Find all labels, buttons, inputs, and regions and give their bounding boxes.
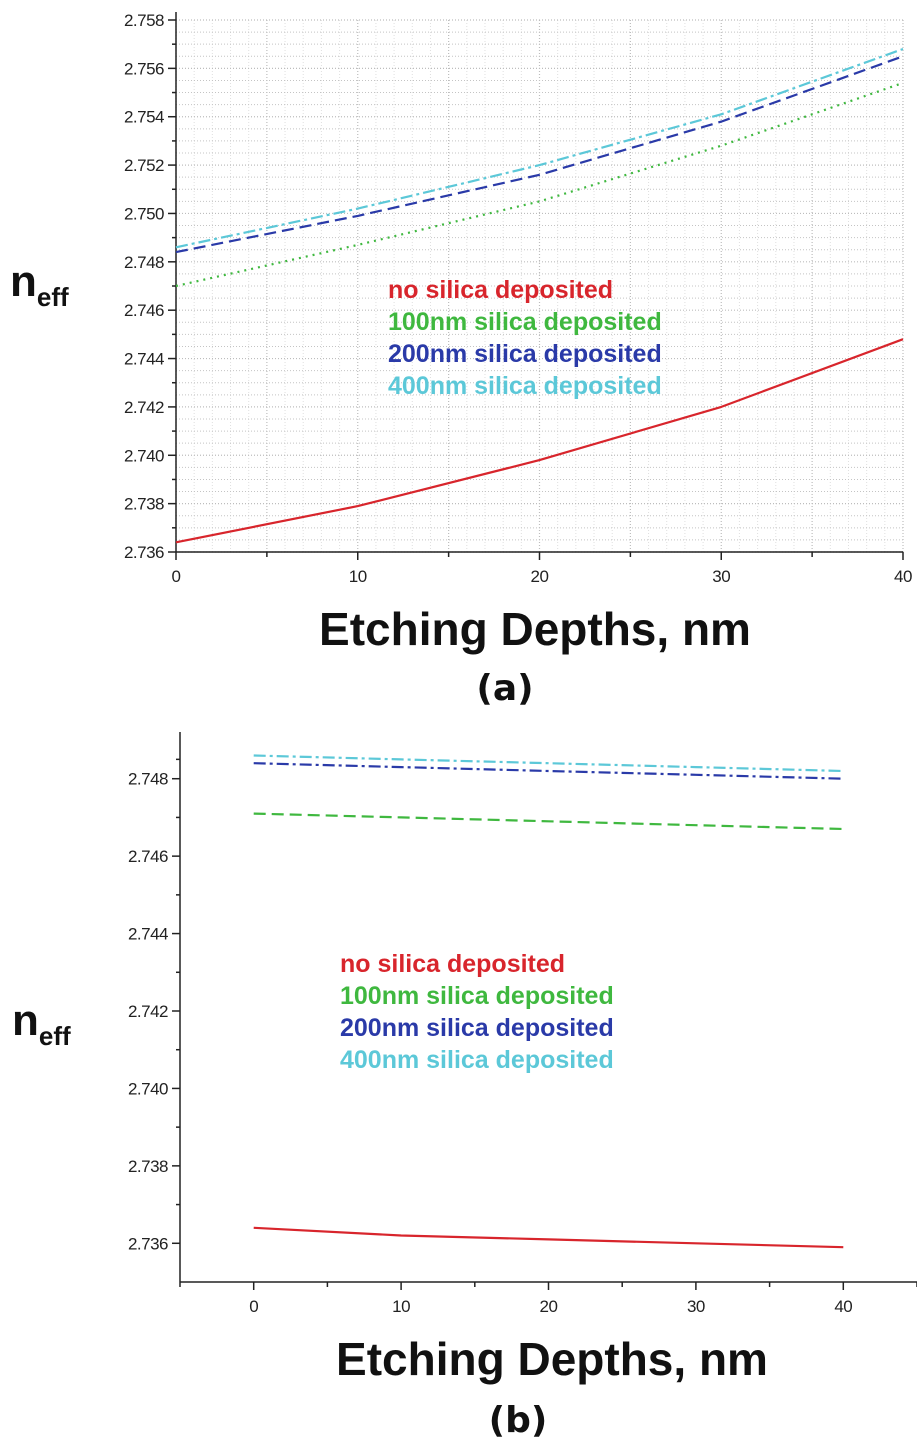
series-line-no-silica-deposited bbox=[253, 1226, 844, 1249]
x-tick-label: 30 bbox=[687, 1297, 705, 1316]
x-tick-label: 40 bbox=[894, 567, 912, 586]
x-axis-title: Etching Depths, nm bbox=[319, 603, 751, 655]
y-tick-label: 2.744 bbox=[128, 925, 168, 944]
legend-entry: 400nm silica deposited bbox=[388, 372, 662, 400]
y-tick-label: 2.748 bbox=[124, 253, 164, 272]
x-tick-label: 0 bbox=[172, 567, 181, 586]
x-tick-label: 10 bbox=[392, 1297, 410, 1316]
series-line-200nm-silica-deposited bbox=[253, 762, 844, 780]
y-tick-label: 2.742 bbox=[128, 1002, 168, 1021]
series-line-400nm-silica-deposited bbox=[253, 754, 844, 773]
y-tick-label: 2.740 bbox=[124, 446, 164, 465]
y-tick-label: 2.752 bbox=[124, 156, 164, 175]
legend-entry: 100nm silica deposited bbox=[340, 982, 614, 1010]
x-tick-label: 10 bbox=[349, 567, 367, 586]
legend-entry: 100nm silica deposited bbox=[388, 308, 662, 336]
x-tick-label: 20 bbox=[531, 567, 549, 586]
y-tick-label: 2.748 bbox=[128, 770, 168, 789]
y-axis-label: neff bbox=[10, 257, 69, 312]
y-axis-label: neff bbox=[12, 996, 71, 1051]
y-tick-label: 2.738 bbox=[128, 1157, 168, 1176]
legend: no silica deposited 100nm silica deposite… bbox=[388, 276, 662, 400]
legend-entry: no silica deposited bbox=[340, 950, 565, 978]
y-tick-label: 2.750 bbox=[124, 204, 164, 223]
x-tick-label: 30 bbox=[712, 567, 730, 586]
panel-label: (b) bbox=[489, 1400, 548, 1441]
x-tick-label: 20 bbox=[540, 1297, 558, 1316]
x-tick-label: 40 bbox=[834, 1297, 852, 1316]
series-line-400nm-silica-deposited bbox=[175, 47, 904, 249]
legend-entry: 400nm silica deposited bbox=[340, 1046, 614, 1074]
series-line-100nm-silica-deposited bbox=[253, 812, 844, 831]
legend-entry: 200nm silica deposited bbox=[340, 1014, 614, 1042]
y-tick-label: 2.754 bbox=[124, 108, 164, 127]
panel-label: (a) bbox=[476, 668, 533, 709]
x-axis-title: Etching Depths, nm bbox=[336, 1333, 768, 1385]
y-tick-label: 2.740 bbox=[128, 1079, 168, 1098]
y-tick-label: 2.746 bbox=[124, 301, 164, 320]
grid bbox=[175, 19, 904, 553]
y-tick-label: 2.736 bbox=[128, 1234, 168, 1253]
chart-panel-a: 2.736 2.738 2.740 2.742 2.744 2.746 2.748 2.750… bbox=[10, 11, 912, 709]
legend-entry: no silica deposited bbox=[388, 276, 613, 304]
chart-panel-b: 2.736 2.738 2.740 2.742 2.744 2.746 2.748 0 10 20… bbox=[12, 732, 917, 1441]
series-line-no-silica-deposited bbox=[175, 338, 904, 544]
y-tick-label: 2.758 bbox=[124, 11, 164, 30]
series-line-200nm-silica-deposited bbox=[175, 55, 904, 254]
y-tick-label: 2.756 bbox=[124, 59, 164, 78]
legend-entry: 200nm silica deposited bbox=[388, 340, 662, 368]
y-tick-label: 2.738 bbox=[124, 495, 164, 514]
x-tick-label: 0 bbox=[249, 1297, 258, 1316]
y-tick-label: 2.746 bbox=[128, 847, 168, 866]
legend: no silica deposited 100nm silica deposite… bbox=[340, 950, 614, 1074]
y-tick-label: 2.736 bbox=[124, 543, 164, 562]
y-tick-label: 2.742 bbox=[124, 398, 164, 417]
y-tick-label: 2.744 bbox=[124, 350, 164, 369]
